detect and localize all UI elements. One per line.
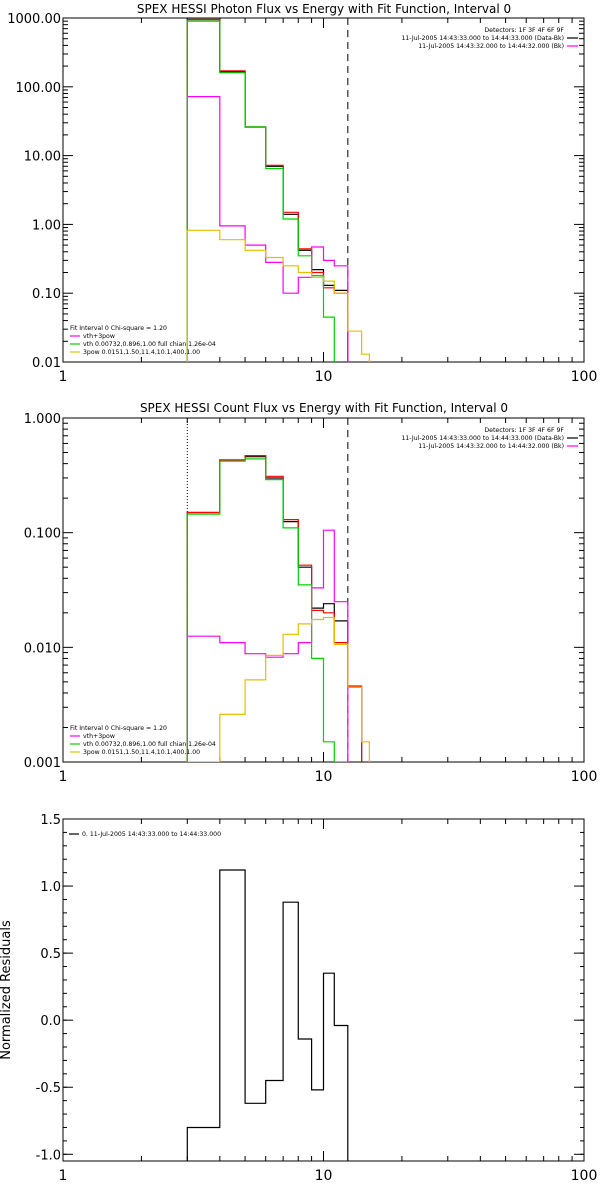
series-power_law-line bbox=[186, 616, 370, 762]
legend-top-right-text: Detectors: 1F 3F 4F 6F 9F bbox=[484, 27, 564, 34]
y-tick-label: 100.00 bbox=[16, 81, 62, 96]
series-thermal-line bbox=[186, 458, 349, 762]
legend-top-right-text: 11-Jul-2005 14:43:32.000 to 14:44:32.000… bbox=[418, 443, 564, 450]
legend-top-right-text: 11-Jul-2005 14:43:32.000 to 14:44:32.000… bbox=[418, 43, 564, 50]
y-tick-label: 10.00 bbox=[24, 150, 61, 165]
series-residuals-line bbox=[186, 869, 349, 1161]
series-total_fit-line bbox=[186, 96, 349, 362]
series-group bbox=[186, 18, 370, 362]
x-tick-label: 10 bbox=[315, 1168, 333, 1184]
legend-bottom-left-text: vth+3pow bbox=[83, 733, 115, 740]
y-tick-label: 1.5 bbox=[40, 813, 61, 828]
legend-bottom-left-text: vth 0.00732,0.896,1.00 full chian 1.26e-… bbox=[83, 341, 216, 348]
series-data-line bbox=[186, 456, 363, 762]
legend-bottom-left-text: 3pow 0.0151,1.50,11.4,10.1,400,1.00 bbox=[83, 749, 200, 756]
residuals-panel: Normalized Residuals 1 10 100 -1.0 -0.5 0.0 0.… bbox=[0, 813, 597, 1184]
y-tick-label: 0.001 bbox=[24, 756, 61, 771]
y-tick-label: 0.100 bbox=[24, 527, 61, 542]
y-tick-label: 1.0 bbox=[40, 880, 61, 895]
legend-top-right-text: 11-Jul-2005 14:43:33.000 to 14:44:33.000… bbox=[401, 35, 564, 42]
x-tick-label: 1 bbox=[59, 369, 68, 385]
legend-bottom-left-text: vth+3pow bbox=[83, 333, 115, 340]
series-total_fit-line bbox=[186, 529, 349, 762]
legend-top-left-text: 0. 11-Jul-2005 14:43:33.000 to 14:44:33.… bbox=[82, 831, 221, 838]
series-data-line bbox=[186, 18, 349, 362]
y-tick-label: 0.01 bbox=[32, 356, 61, 371]
x-tick-label: 100 bbox=[571, 1168, 598, 1184]
legend-bottom-left-text: 3pow 0.0151,1.50,11.4,10.1,400,1.00 bbox=[83, 349, 200, 356]
x-tick-label: 1 bbox=[59, 1168, 68, 1184]
x-tick-label: 100 bbox=[571, 369, 598, 385]
residuals-ylabel: Normalized Residuals bbox=[0, 920, 14, 1060]
y-tick-label: 1000.00 bbox=[7, 12, 61, 27]
x-tick-label: 100 bbox=[571, 769, 598, 785]
series-group bbox=[186, 455, 370, 762]
x-tick-label: 1 bbox=[59, 769, 68, 785]
y-tick-label: 0.0 bbox=[40, 1014, 61, 1029]
legend-bottom-left-text: Fit Interval 0 Chi-square = 1.20 bbox=[70, 325, 167, 332]
photon-flux-panel: SPEX HESSI Photon Flux vs Energy with Fi… bbox=[7, 2, 597, 385]
count-flux-panel: SPEX HESSI Count Flux vs Energy with Fit… bbox=[24, 401, 598, 785]
series-thermal-line bbox=[186, 20, 335, 362]
y-tick-label: 0.5 bbox=[40, 947, 61, 962]
y-tick-label: 0.010 bbox=[24, 641, 61, 656]
legend-top-right-text: 11-Jul-2005 14:43:33.000 to 14:44:33.000… bbox=[401, 435, 564, 442]
series-background-line bbox=[186, 455, 363, 762]
count-flux-title: SPEX HESSI Count Flux vs Energy with Fit… bbox=[140, 401, 508, 415]
y-tick-label: 1.00 bbox=[32, 218, 61, 233]
legend-bottom-left-text: Fit Interval 0 Chi-square = 1.20 bbox=[70, 725, 167, 732]
y-tick-label: 0.10 bbox=[32, 287, 61, 302]
legend-top-right-text: Detectors: 1F 3F 4F 6F 9F bbox=[484, 427, 564, 434]
series-group bbox=[186, 869, 349, 1161]
y-tick-label: 1.000 bbox=[24, 412, 61, 427]
x-tick-label: 10 bbox=[315, 369, 333, 385]
photon-flux-title: SPEX HESSI Photon Flux vs Energy with Fi… bbox=[137, 2, 511, 16]
legend-bottom-left-text: vth 0.00732,0.896,1.00 full chian 1.26e-… bbox=[83, 741, 216, 748]
series-power_law-line bbox=[186, 229, 370, 362]
series-background-line bbox=[186, 18, 349, 362]
y-tick-label: -1.0 bbox=[36, 1148, 61, 1163]
x-tick-label: 10 bbox=[315, 769, 333, 785]
y-tick-label: -0.5 bbox=[36, 1081, 61, 1096]
